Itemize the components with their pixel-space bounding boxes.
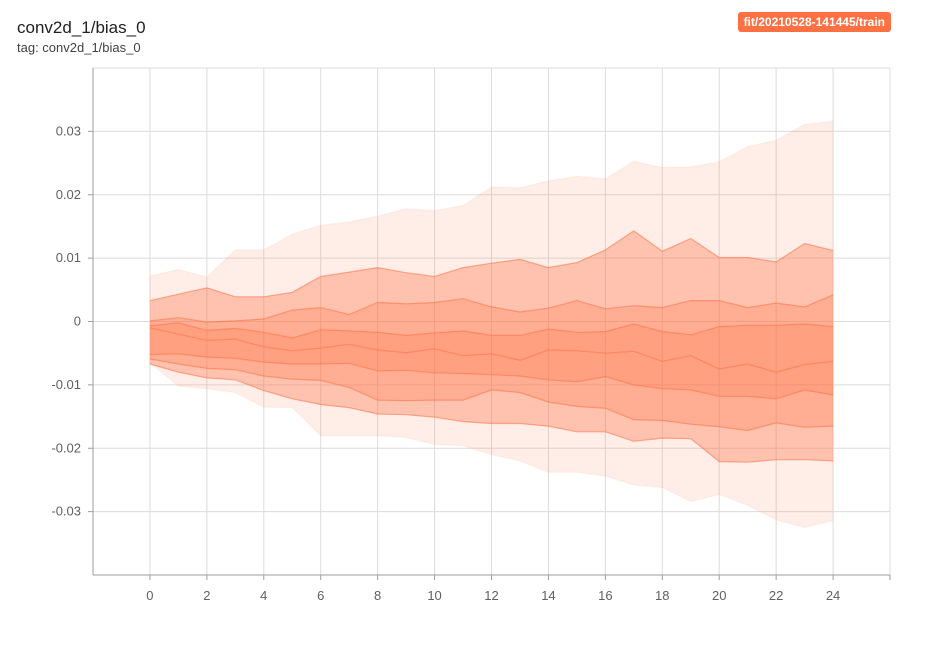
x-tick-label: 14 xyxy=(541,588,555,603)
run-badge[interactable]: fit/20210528-141445/train xyxy=(737,12,891,32)
x-tick-label: 20 xyxy=(712,588,726,603)
band-outer xyxy=(149,121,834,528)
line-p69 xyxy=(149,322,834,339)
x-tick-label: 0 xyxy=(146,588,153,603)
y-tick-label: 0.01 xyxy=(56,250,81,265)
line-max xyxy=(149,120,834,278)
line-p93 xyxy=(149,230,834,302)
x-tick-label: 16 xyxy=(598,588,612,603)
x-tick-label: 24 xyxy=(826,588,840,603)
line-min xyxy=(149,362,834,529)
tick-labels: 0 2 4 6 8 10 12 14 16 18 20 22 240.030.020.010-0.01-… xyxy=(51,123,840,603)
y-tick-label: -0.02 xyxy=(51,440,81,455)
line-p84 xyxy=(149,294,834,323)
y-tick-label: -0.03 xyxy=(51,504,81,519)
chart-title: conv2d_1/bias_0 xyxy=(17,18,146,37)
x-tick-label: 8 xyxy=(374,588,381,603)
line-p50 xyxy=(149,327,834,373)
y-tick-label: -0.01 xyxy=(51,377,81,392)
y-tick-label: 0 xyxy=(74,314,81,329)
x-tick-label: 10 xyxy=(427,588,441,603)
x-tick-label: 2 xyxy=(203,588,210,603)
x-tick-label: 4 xyxy=(260,588,267,603)
chart-tag: tag: conv2d_1/bias_0 xyxy=(17,40,141,55)
axes xyxy=(88,68,891,580)
y-tick-label: 0.03 xyxy=(56,123,81,138)
x-tick-label: 12 xyxy=(484,588,498,603)
line-p16 xyxy=(149,358,834,432)
y-tick-label: 0.02 xyxy=(56,187,81,202)
x-tick-label: 22 xyxy=(769,588,783,603)
line-p31 xyxy=(149,353,834,400)
line-p7 xyxy=(149,363,834,463)
x-tick-label: 6 xyxy=(317,588,324,603)
distribution-bands xyxy=(149,120,834,529)
band-84-16 xyxy=(149,294,834,431)
band-69-31 xyxy=(149,322,834,399)
x-tick-label: 18 xyxy=(655,588,669,603)
